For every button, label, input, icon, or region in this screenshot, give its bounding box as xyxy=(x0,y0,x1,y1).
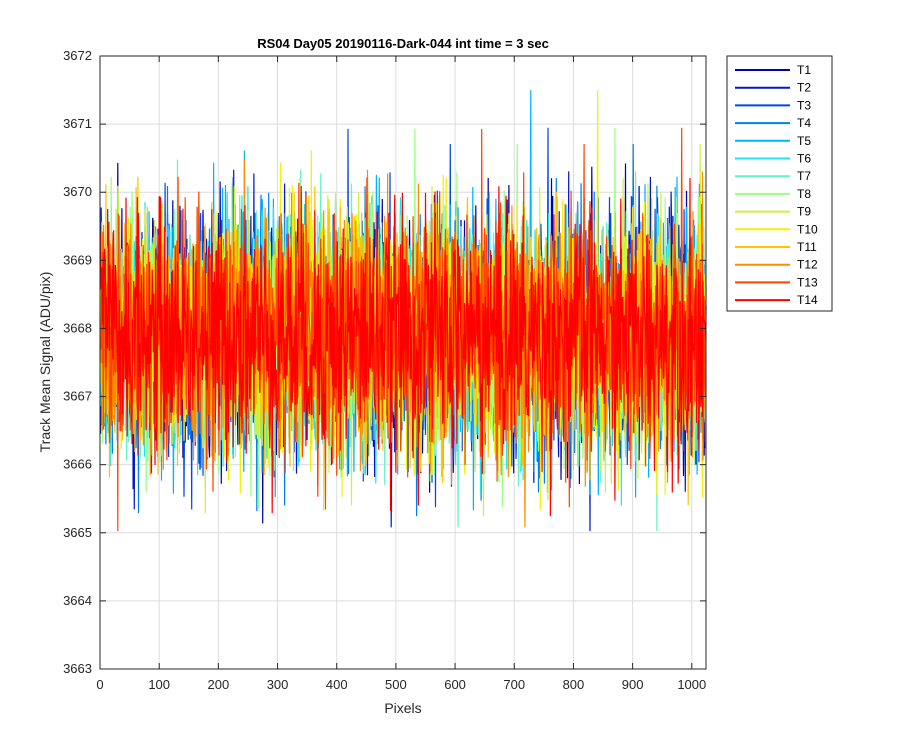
x-tick-label: 300 xyxy=(267,677,289,692)
legend-label: T4 xyxy=(797,116,811,130)
legend-label: T11 xyxy=(797,240,817,254)
legend-label: T13 xyxy=(797,275,818,289)
y-tick-label: 3667 xyxy=(63,389,92,404)
y-tick-labels: 3663 3664 3665 3666 3667 3668 3669 3670 3671 3672 xyxy=(63,48,92,676)
y-tick-label: 3664 xyxy=(63,593,92,608)
legend-box xyxy=(726,55,833,312)
y-tick-label: 3663 xyxy=(63,661,92,676)
x-tick-label: 1000 xyxy=(677,677,706,692)
legend-label: T8 xyxy=(797,187,811,201)
y-tick-label: 3669 xyxy=(63,252,92,267)
y-tick-label: 3666 xyxy=(63,457,92,472)
legend-label: T6 xyxy=(797,152,811,166)
legend: T1 T2 T3 T4 T5 T6 T7 T8 T9 T10 T11 T12 T13 T14 xyxy=(726,55,833,312)
y-tick-label: 3665 xyxy=(63,525,92,540)
chart-title: RS04 Day05 20190116-Dark-044 int time = … xyxy=(257,36,549,51)
legend-label: T10 xyxy=(797,222,818,236)
x-tick-label: 200 xyxy=(208,677,230,692)
y-tick-label: 3670 xyxy=(63,184,92,199)
legend-label: T2 xyxy=(797,81,811,95)
ticks xyxy=(99,55,706,670)
x-tick-labels: 0 100 200 300 400 500 600 700 800 900 1000 xyxy=(96,677,706,692)
y-tick-label: 3671 xyxy=(63,116,92,131)
legend-label: T12 xyxy=(797,258,818,272)
legend-label: T9 xyxy=(797,205,811,219)
legend-label: T5 xyxy=(797,134,811,148)
x-tick-label: 100 xyxy=(148,677,170,692)
y-axis-label: Track Mean Signal (ADU/pix) xyxy=(37,272,53,453)
x-axis-label: Pixels xyxy=(384,700,421,716)
x-tick-label: 600 xyxy=(444,677,466,692)
legend-label: T7 xyxy=(797,169,811,183)
legend-label: T3 xyxy=(797,98,811,112)
x-tick-label: 500 xyxy=(385,677,407,692)
x-tick-label: 800 xyxy=(563,677,585,692)
x-tick-label: 400 xyxy=(326,677,348,692)
x-tick-label: 0 xyxy=(96,677,103,692)
legend-items: T1 T2 T3 T4 T5 T6 T7 T8 T9 T10 T11 T12 T13 T14 xyxy=(735,63,818,307)
legend-label: T14 xyxy=(797,293,818,307)
series-line-t14 xyxy=(100,177,707,517)
legend-label: T1 xyxy=(797,63,811,77)
series-lines xyxy=(100,90,707,532)
axes-box xyxy=(99,55,707,670)
y-tick-label: 3672 xyxy=(63,48,92,63)
x-tick-label: 900 xyxy=(622,677,644,692)
x-tick-label: 700 xyxy=(503,677,525,692)
y-tick-label: 3668 xyxy=(63,320,92,335)
